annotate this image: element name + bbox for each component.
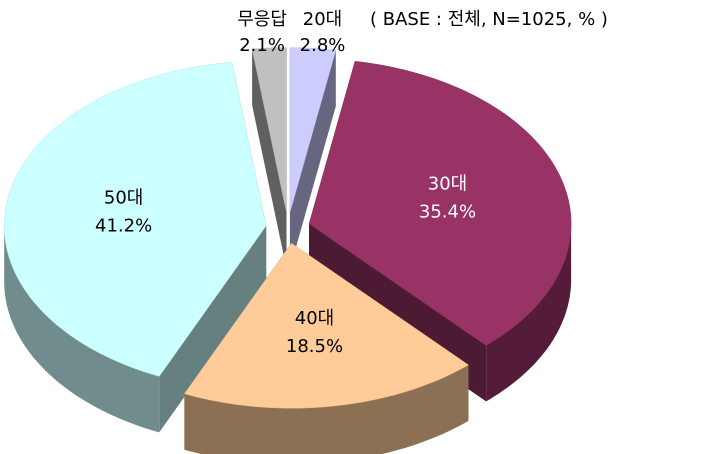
slice [251, 47, 287, 213]
slice [3, 61, 267, 377]
slice-value-label: 2.1% [239, 35, 285, 56]
chart-subtitle: ( BASE : 전체, N=1025, % ) [370, 9, 608, 30]
slice-value-label: 2.8% [300, 35, 346, 56]
slice-category-label: 40대 [295, 308, 334, 329]
slice-value-label: 35.4% [419, 201, 476, 222]
slice-value-label: 41.2% [95, 216, 152, 237]
slice [308, 61, 572, 346]
slice-wall [159, 225, 267, 433]
slice-side [486, 223, 572, 402]
slice-side [184, 364, 469, 454]
slice-category-label: 50대 [104, 188, 143, 209]
slice-category-label: 30대 [428, 173, 467, 194]
slice-side [4, 225, 160, 433]
slice-wall [252, 49, 287, 269]
slice-category-label: 20대 [303, 9, 342, 30]
slice [289, 47, 337, 213]
slice-category-label: 무응답 [237, 9, 287, 30]
slice-value-label: 18.5% [286, 336, 343, 357]
slice-wall [289, 50, 336, 269]
slice [183, 242, 469, 409]
